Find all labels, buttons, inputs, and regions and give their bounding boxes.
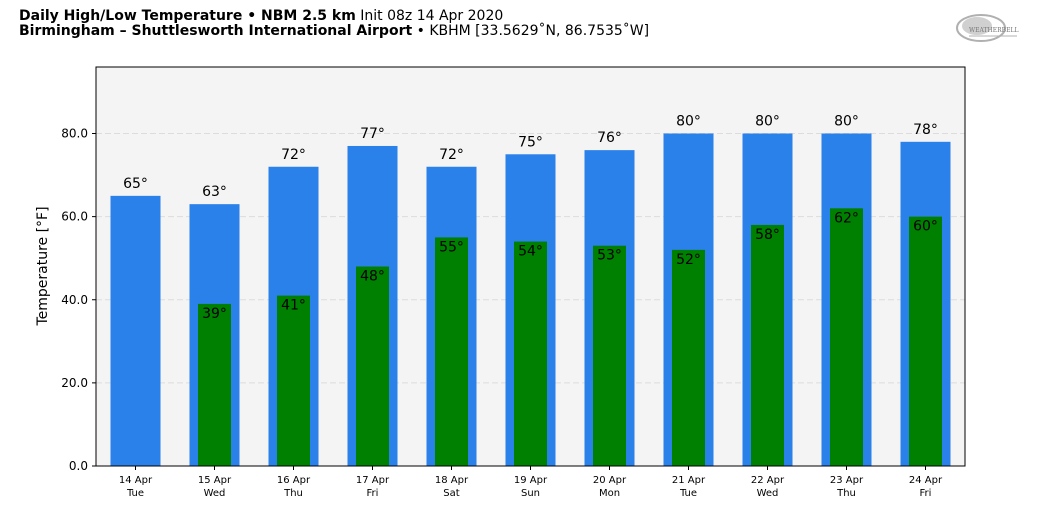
high-label: 80° [676,114,701,130]
low-label: 60° [913,219,938,235]
x-tick-date: 19 Apr [514,475,548,486]
x-tick-date: 16 Apr [277,475,311,486]
low-bar [277,295,310,466]
x-tick-day: Wed [204,488,226,499]
y-tick-label: 0.0 [69,459,88,473]
header-line-1: Daily High/Low Temperature • NBM 2.5 km … [19,9,649,24]
header-station: • KBHM [33.5629˚N, 86.7535˚W] [416,23,650,39]
high-label: 80° [834,114,859,130]
x-tick-date: 24 Apr [909,475,943,486]
logo-text: WEATHERBELL [969,27,1018,34]
x-tick-day: Wed [757,488,779,499]
high-label: 72° [281,147,306,163]
y-tick-label: 80.0 [61,127,88,141]
low-label: 39° [202,306,227,322]
high-label: 63° [202,184,227,200]
header-line-2: Birmingham – Shuttlesworth International… [19,24,649,39]
low-bar [593,245,626,466]
low-bar [198,303,231,466]
low-bar [514,241,547,466]
x-tick-date: 20 Apr [593,475,627,486]
x-tick-date: 17 Apr [356,475,390,486]
low-bar [830,208,863,466]
header-init-time: Init 08z 14 Apr 2020 [360,8,504,24]
low-bar [672,249,705,466]
y-tick-label: 20.0 [61,376,88,390]
low-label: 53° [597,248,622,264]
high-label: 77° [360,126,385,142]
x-tick-day: Sun [521,488,540,499]
high-label: 80° [755,114,780,130]
high-label: 65° [123,176,148,192]
weatherbell-logo: WEATHERBELL [956,14,1018,42]
low-label: 48° [360,269,385,285]
y-tick-label: 40.0 [61,293,88,307]
low-label: 55° [439,239,464,255]
plot-frame [95,66,966,467]
y-axis-label: Temperature [°F] [35,206,51,326]
x-tick-date: 18 Apr [435,475,469,486]
x-tick-day: Fri [367,488,379,499]
low-label: 54° [518,244,543,260]
x-tick-date: 23 Apr [830,475,864,486]
low-bar [356,266,389,466]
x-tick-date: 15 Apr [198,475,232,486]
low-label: 62° [834,210,859,226]
x-tick-day: Thu [283,488,303,499]
x-tick-date: 21 Apr [672,475,706,486]
high-bar [110,195,161,466]
low-bar [435,237,468,466]
x-tick-day: Fri [920,488,932,499]
y-tick-label: 60.0 [61,210,88,224]
plot-area: 65° 14 Apr Tue 63° 39° 15 Apr Wed 72° 41° 16 Apr T… [61,66,966,499]
low-bar [909,216,942,466]
low-label: 41° [281,298,306,314]
high-label: 76° [597,130,622,146]
low-bar [751,224,784,466]
x-tick-day: Tue [679,488,697,499]
x-tick-day: Thu [836,488,856,499]
high-label: 75° [518,134,543,150]
x-tick-day: Mon [599,488,620,499]
header-title: Daily High/Low Temperature • NBM 2.5 km [19,8,356,24]
x-tick-date: 14 Apr [119,475,153,486]
chart-header: Daily High/Low Temperature • NBM 2.5 km … [19,9,649,39]
x-tick-day: Sat [443,488,459,499]
low-label: 52° [676,252,701,268]
x-tick-day: Tue [126,488,144,499]
high-label: 72° [439,147,464,163]
high-label: 78° [913,122,938,138]
low-label: 58° [755,227,780,243]
header-location: Birmingham – Shuttlesworth International… [19,23,413,39]
x-tick-date: 22 Apr [751,475,785,486]
